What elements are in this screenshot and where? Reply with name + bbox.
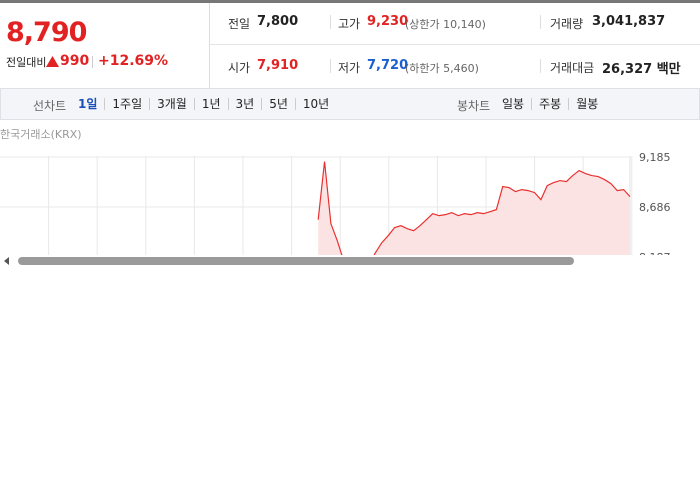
change-label: 전일대비: [6, 56, 47, 69]
tab[interactable]: 5년: [261, 98, 295, 110]
y-tick-label: 9,185: [639, 151, 671, 164]
separator: [540, 15, 541, 29]
tab-group-label: 봉차트: [457, 99, 491, 113]
tab[interactable]: 월봉: [568, 98, 605, 110]
current-price: 8,790: [6, 17, 87, 48]
tab[interactable]: 1주일: [104, 98, 149, 110]
up-arrow: [46, 56, 59, 67]
tab[interactable]: 일봉: [502, 97, 525, 111]
separator: [330, 15, 331, 29]
scroll-left[interactable]: [4, 257, 10, 265]
separator: [92, 56, 93, 68]
tab[interactable]: 3년: [227, 98, 262, 110]
top-border: [0, 0, 700, 3]
stat-label: 저가: [338, 61, 361, 75]
change: 990: [60, 53, 90, 69]
row-divider: [210, 44, 700, 45]
y-tick-label: 8,686: [639, 201, 671, 214]
stat-label: 거래대금: [550, 61, 595, 75]
stat-value: 7,910: [257, 58, 299, 73]
chart-source: 한국거래소(KRX): [0, 128, 82, 141]
tab-list: 일봉 주봉 월봉: [495, 98, 605, 110]
scroll-thumb[interactable]: [18, 257, 574, 265]
tab[interactable]: 주봉: [531, 98, 568, 110]
stat-value: 26,327 백만: [602, 62, 681, 77]
stat-value: 7,720: [367, 58, 409, 73]
stat-label: 전일: [228, 17, 251, 31]
tab[interactable]: 10년: [294, 98, 336, 110]
price-line: [317, 161, 631, 256]
change-pct: +12.69%: [98, 53, 169, 69]
stat-value: 9,230: [367, 14, 409, 29]
y-tick-label: 8,187: [639, 251, 671, 256]
tab-group-label: 선차트: [33, 99, 67, 113]
tab[interactable]: 3개월: [149, 98, 194, 110]
chart: 한국거래소(KRX) 9,185 8,686 8,187: [0, 128, 671, 256]
separator: [330, 59, 331, 73]
stat-value: 7,800: [257, 14, 299, 29]
stat-label: 시가: [228, 61, 251, 75]
scrollbar[interactable]: [0, 255, 700, 267]
tab-list: 1일 1주일 3개월 1년 3년 5년 10년: [71, 98, 336, 110]
price-box: 8,790 전일대비 990 +12.69%: [0, 3, 210, 88]
tab-bar: 선차트 1일 1주일 3개월 1년 3년 5년 10년 봉차트 일봉 주봉 월봉: [0, 88, 700, 120]
stat-value: 3,041,837: [592, 14, 666, 29]
separator: [540, 59, 541, 73]
stat-note: (하한가 5,460): [405, 62, 479, 75]
stat-note: (상한가 10,140): [405, 18, 486, 31]
area: [318, 161, 630, 256]
tab[interactable]: 1년: [193, 98, 228, 110]
stat-label: 거래량: [550, 17, 584, 31]
tab[interactable]: 1일: [78, 97, 98, 111]
stat-label: 고가: [338, 17, 361, 31]
